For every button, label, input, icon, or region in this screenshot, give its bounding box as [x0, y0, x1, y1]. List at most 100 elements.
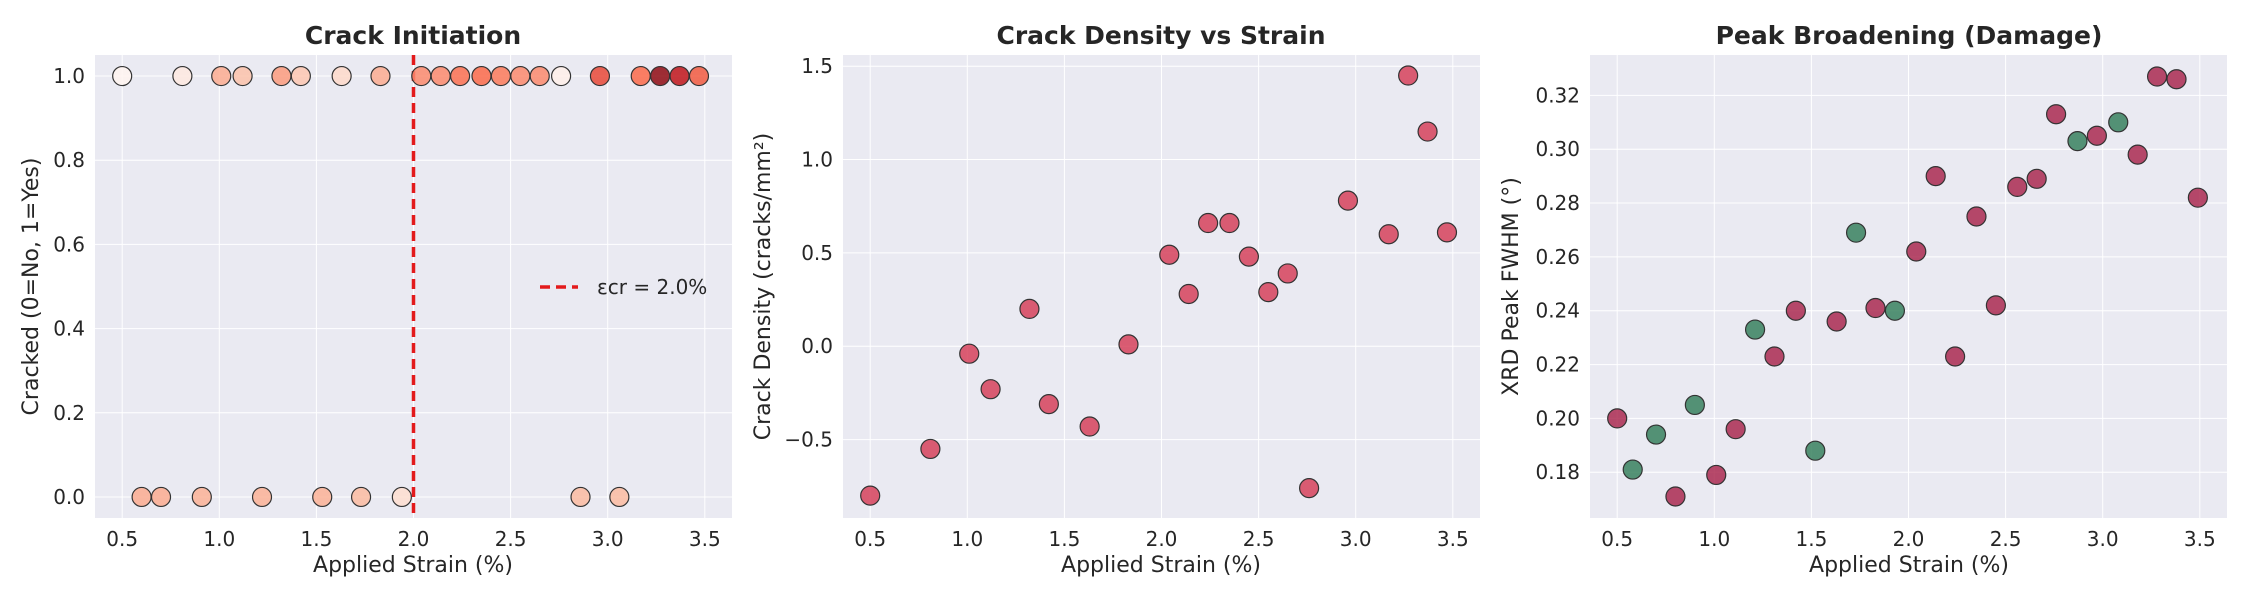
y-tick-label: 0.18 [1535, 460, 1580, 484]
data-point [112, 65, 133, 87]
ticks: 0.5 1.0 1.5 2.0 2.5 3.0 3.5 0.18 0.20 0.22 0.24 0.2… [1535, 83, 2215, 551]
data-point [150, 486, 172, 508]
data-point [2045, 104, 2067, 125]
data-point [1198, 212, 1219, 234]
x-tick-label: 3.5 [1437, 527, 1469, 551]
data-point [980, 379, 1001, 400]
x-tick-label: 3.5 [2184, 527, 2216, 551]
data-points [1607, 66, 2208, 507]
data-point [1178, 283, 1199, 305]
data-point [1826, 311, 1847, 332]
data-point [331, 65, 352, 87]
x-tick-label: 2.0 [1893, 527, 1925, 551]
panel-crack-density: 0.5 1.0 1.5 2.0 2.5 3.0 3.5 −0.5 0.0 0.5 1.0 1.5 Cr… [751, 21, 1480, 578]
data-point [1725, 419, 1746, 440]
y-tick-label: 0.2 [53, 401, 85, 425]
data-point [2127, 144, 2148, 165]
x-tick-label: 3.5 [689, 527, 721, 551]
x-tick-label: 1.0 [1698, 527, 1730, 551]
data-point [510, 65, 531, 87]
y-tick-label: 1.5 [801, 54, 833, 78]
legend: εcr = 2.0% [540, 275, 707, 299]
data-point [1337, 190, 1359, 211]
y-tick-label: 1.0 [801, 148, 833, 172]
panel-crack-initiation: 0.5 1.0 1.5 2.0 2.5 3.0 3.50.00.20.40.60.81.0 … [19, 21, 732, 578]
y-tick-label: −0.5 [784, 428, 833, 452]
data-point [1706, 464, 1727, 486]
data-point [131, 486, 152, 508]
x-tick-label: 0.5 [854, 527, 886, 551]
data-point [490, 65, 511, 87]
data-point [471, 65, 492, 87]
chart-title: Crack Density vs Strain [996, 21, 1325, 50]
data-point [630, 65, 651, 87]
ticks: 0.5 1.0 1.5 2.0 2.5 3.0 3.5 0.0 0.2 0.4 0.6 0.8 1.0 [53, 64, 721, 551]
x-tick-label: 1.0 [951, 527, 983, 551]
data-point [1417, 121, 1438, 142]
data-point [191, 486, 212, 508]
y-axis-label: Cracked (0=No, 1=Yes) [19, 158, 44, 416]
y-tick-label: 1.0 [53, 64, 85, 88]
data-point [450, 65, 471, 87]
data-point [1925, 166, 1946, 187]
data-point [430, 65, 451, 87]
panel-peak-broadening: 0.5 1.0 1.5 2.0 2.5 3.0 3.5 0.18 0.20 0.22 0.24 0.2… [1499, 21, 2227, 578]
data-point [1019, 298, 1040, 320]
data-point [1398, 65, 1419, 86]
y-tick-label: 0.28 [1535, 191, 1580, 215]
data-point [550, 65, 572, 87]
y-tick-label: 0.0 [801, 334, 833, 358]
x-tick-label: 0.5 [106, 527, 138, 551]
data-point [669, 65, 690, 87]
y-tick-label: 0.6 [53, 232, 85, 256]
data-point [1966, 206, 1987, 227]
y-tick-label: 0.0 [53, 485, 85, 509]
data-point [920, 438, 941, 460]
x-axis-label: Applied Strain (%) [1061, 553, 1261, 578]
chart-title: Crack Initiation [305, 21, 521, 50]
x-tick-label: 1.5 [1795, 527, 1827, 551]
data-point [350, 486, 372, 508]
x-tick-label: 0.5 [1601, 527, 1633, 551]
data-point [1684, 394, 1705, 416]
y-tick-label: 0.8 [53, 148, 85, 172]
data-point [570, 486, 591, 508]
y-tick-label: 0.26 [1535, 245, 1580, 269]
data-point [2026, 168, 2047, 189]
data-point [2187, 187, 2208, 208]
data-point [1884, 300, 1906, 321]
data-point [1607, 408, 1628, 429]
data-point [2166, 69, 2187, 90]
data-point [1764, 346, 1785, 367]
data-point [1238, 246, 1259, 267]
data-point [251, 486, 273, 508]
data-point [1744, 319, 1766, 340]
data-point [959, 343, 980, 364]
data-point [1906, 241, 1927, 262]
data-point [1118, 334, 1139, 355]
data-point [1378, 224, 1399, 245]
data-point [1845, 222, 1867, 243]
data-point [370, 65, 391, 87]
data-points [860, 65, 1458, 506]
data-point [1785, 300, 1806, 321]
y-tick-label: 0.24 [1535, 299, 1580, 323]
data-points [112, 55, 710, 518]
data-point [391, 486, 412, 508]
data-point [1079, 416, 1100, 437]
data-point [1219, 212, 1240, 234]
x-tick-label: 1.5 [300, 527, 332, 551]
data-point [1622, 459, 1643, 480]
data-point [688, 65, 710, 87]
data-point [232, 65, 253, 87]
data-point [1645, 424, 1667, 445]
grid [1590, 55, 2227, 518]
x-tick-label: 2.5 [1990, 527, 2022, 551]
y-tick-label: 0.32 [1535, 83, 1580, 107]
data-point [1258, 282, 1279, 303]
data-point [271, 65, 292, 87]
data-point [650, 65, 671, 87]
y-tick-label: 0.20 [1535, 406, 1580, 430]
data-point [290, 65, 311, 87]
data-point [2086, 125, 2107, 146]
